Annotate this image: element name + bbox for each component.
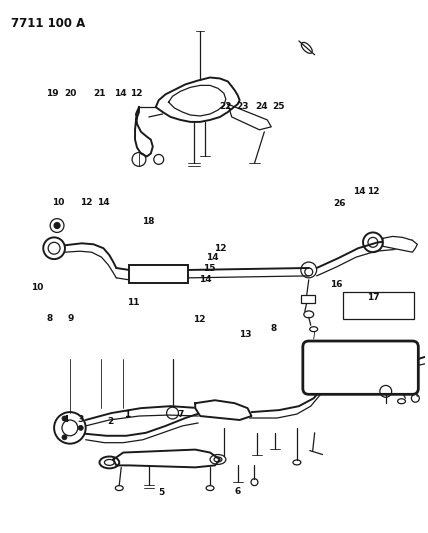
Text: 1: 1: [124, 410, 131, 419]
Text: 24: 24: [256, 102, 268, 110]
Polygon shape: [156, 77, 240, 122]
Text: 10: 10: [52, 198, 65, 207]
Text: 18: 18: [142, 217, 155, 227]
Polygon shape: [135, 107, 153, 157]
Text: 15: 15: [204, 264, 216, 272]
Text: 2: 2: [107, 417, 113, 426]
Text: 9: 9: [67, 313, 74, 322]
Polygon shape: [113, 450, 220, 467]
Circle shape: [54, 223, 60, 229]
Text: 21: 21: [93, 90, 105, 99]
Text: 10: 10: [31, 283, 44, 292]
Polygon shape: [228, 104, 271, 130]
Text: 8: 8: [270, 324, 276, 333]
Polygon shape: [383, 237, 417, 252]
Circle shape: [78, 425, 83, 430]
Bar: [129, 265, 188, 283]
Text: 11: 11: [128, 298, 140, 307]
Text: 7: 7: [177, 410, 183, 419]
Text: 22: 22: [219, 102, 232, 110]
Text: 3: 3: [78, 415, 84, 424]
Bar: [343, 292, 414, 319]
Text: 12: 12: [130, 90, 142, 99]
Text: 6: 6: [234, 487, 241, 496]
Text: 8: 8: [46, 313, 52, 322]
Bar: [301, 295, 315, 303]
Text: 12: 12: [193, 314, 205, 324]
Text: 14: 14: [114, 90, 127, 99]
Text: 17: 17: [367, 293, 380, 302]
Text: 19: 19: [46, 90, 59, 99]
Text: 13: 13: [239, 330, 252, 340]
Text: 14: 14: [97, 198, 109, 207]
Text: 14: 14: [353, 187, 365, 196]
Text: 12: 12: [367, 187, 380, 196]
Circle shape: [62, 435, 67, 440]
Text: 4: 4: [63, 415, 69, 424]
Text: 5: 5: [158, 488, 164, 497]
Text: 14: 14: [206, 253, 219, 262]
Text: 12: 12: [214, 244, 226, 253]
Text: 14: 14: [199, 275, 212, 284]
Circle shape: [62, 416, 67, 421]
Polygon shape: [195, 400, 252, 420]
FancyBboxPatch shape: [303, 341, 418, 394]
Text: 25: 25: [272, 102, 285, 110]
Text: 20: 20: [64, 90, 77, 99]
Text: 7711 100 A: 7711 100 A: [11, 17, 85, 30]
Text: 26: 26: [334, 199, 346, 208]
Text: 16: 16: [330, 280, 343, 289]
Text: 23: 23: [236, 102, 249, 110]
Text: 12: 12: [80, 198, 92, 207]
